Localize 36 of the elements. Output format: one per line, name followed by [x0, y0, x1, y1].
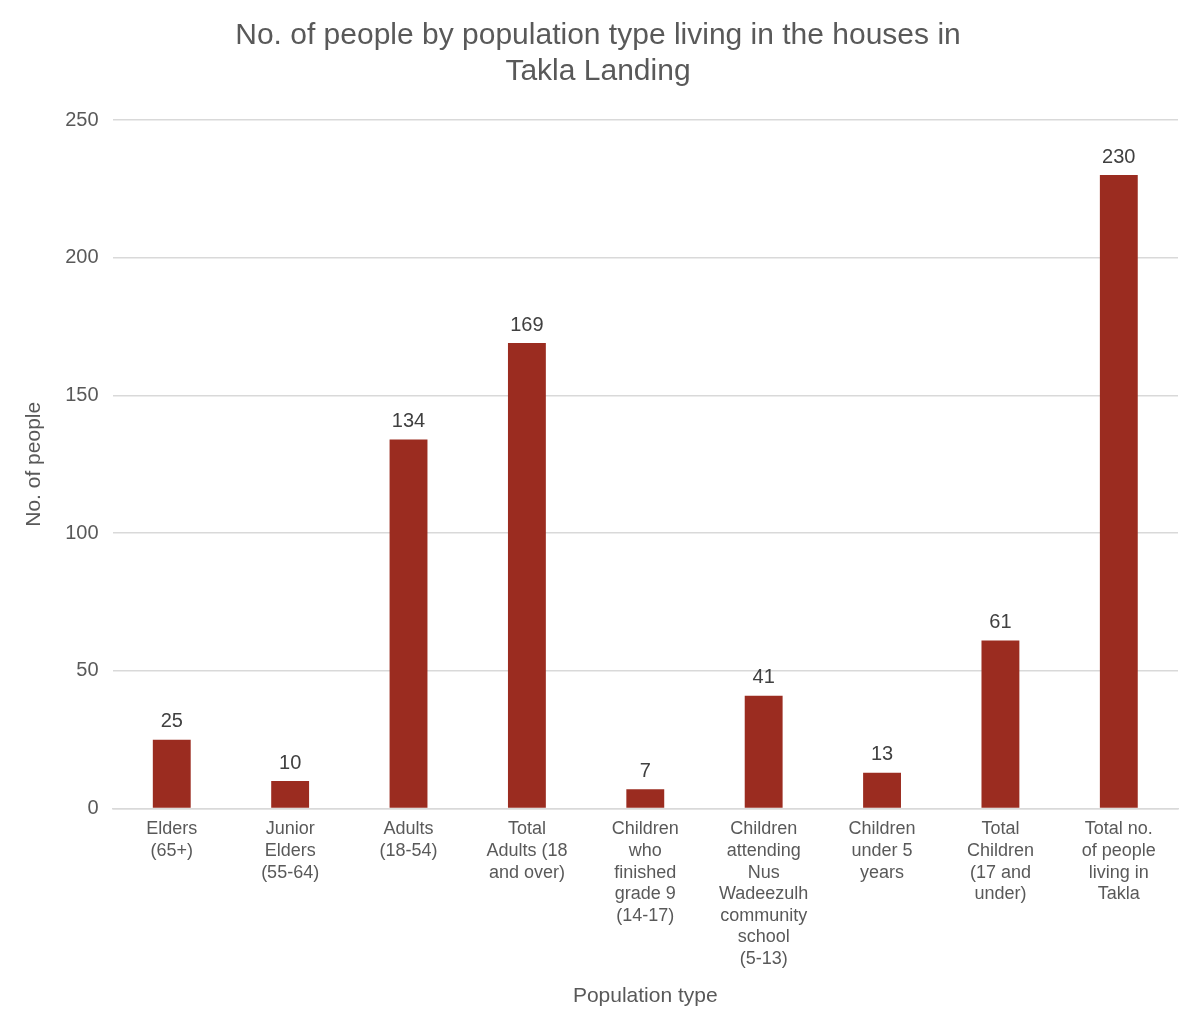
data-label: 230 [1102, 144, 1136, 167]
x-tick-label: Elders (65+) [146, 818, 198, 860]
y-axis-title: No. of people [21, 401, 45, 527]
data-label: 169 [510, 312, 544, 335]
y-tick-label: 0 [87, 796, 99, 819]
bar [271, 781, 310, 808]
chart-title: No. of people by population type living in the houses in Takla Landing [235, 17, 961, 87]
data-label: 41 [752, 665, 775, 688]
x-tick-label: Adults (18-54) [379, 818, 438, 860]
y-tick-label: 100 [65, 520, 99, 543]
y-tick-label: 150 [65, 382, 99, 405]
x-tick-label: Total Children (17 and under) [966, 818, 1034, 904]
data-label: 10 [279, 750, 302, 773]
x-tick-label: Children under 5 years [848, 818, 916, 882]
data-label: 61 [989, 610, 1012, 633]
bar [863, 772, 901, 808]
data-label: 7 [639, 758, 651, 781]
bar [744, 695, 783, 808]
y-tick-label: 200 [65, 245, 99, 268]
x-tick-label: Total Adults (18 and over) [486, 818, 568, 882]
bar [389, 439, 428, 808]
y-tick-label: 50 [76, 658, 99, 681]
bar [1099, 175, 1138, 808]
x-tick-label: Children who finished grade 9 (14-17) [611, 818, 679, 925]
data-label: 13 [870, 742, 894, 765]
bar [981, 640, 1020, 808]
x-axis-title: Population type [572, 983, 718, 1007]
x-tick-label: Total no. of people living in Takla [1081, 818, 1156, 904]
x-tick-label: Children attending Nus Wadeezulh community school (5-13) [718, 818, 809, 968]
bar [152, 739, 191, 808]
y-tick-label: 250 [65, 107, 99, 130]
data-label: 25 [160, 709, 183, 732]
x-tick-label: Junior Elders (55-64) [261, 818, 320, 882]
bar [626, 789, 665, 808]
bar [507, 343, 546, 808]
data-label: 134 [391, 409, 426, 432]
